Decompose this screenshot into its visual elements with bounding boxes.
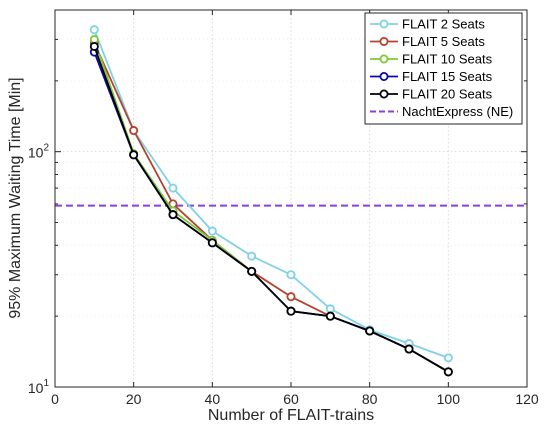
data-point xyxy=(286,270,296,280)
data-point xyxy=(89,25,99,35)
data-point xyxy=(247,251,257,261)
data-point xyxy=(129,150,139,160)
legend-label: FLAIT 2 Seats xyxy=(402,17,485,32)
legend-label: FLAIT 15 Seats xyxy=(402,69,493,84)
x-tick-label: 80 xyxy=(362,391,378,407)
legend-label: FLAIT 10 Seats xyxy=(402,52,493,67)
x-tick-label: 120 xyxy=(515,391,539,407)
data-point xyxy=(443,353,453,363)
data-point xyxy=(286,306,296,316)
data-point xyxy=(89,41,99,51)
data-point xyxy=(168,183,178,193)
data-point xyxy=(89,34,99,44)
data-point xyxy=(443,367,453,377)
data-point xyxy=(404,344,414,354)
data-point xyxy=(207,238,217,248)
y-tick-label: 101 xyxy=(28,378,50,396)
x-tick-label: 100 xyxy=(437,391,461,407)
data-point xyxy=(286,292,296,302)
x-tick-label: 0 xyxy=(51,391,59,407)
data-point xyxy=(325,311,335,321)
series-layer xyxy=(89,25,453,377)
data-point xyxy=(325,304,335,314)
x-axis-label: Number of FLAIT-trains xyxy=(208,407,374,424)
legend: FLAIT 2 Seats FLAIT 5 Seats FLAIT 10 Seats… xyxy=(364,12,523,125)
data-point xyxy=(365,326,375,336)
legend-box xyxy=(364,12,523,125)
ticks: 0 20 40 60 80 100 120 101 102 xyxy=(28,9,539,407)
data-point xyxy=(247,266,257,276)
legend-marker xyxy=(379,54,389,64)
y-tick-label: 102 xyxy=(28,143,50,161)
y-axis-label: 95% Maximum Waiting Time [Min] xyxy=(7,77,24,318)
data-point xyxy=(168,210,178,220)
data-point xyxy=(129,126,139,136)
data-point xyxy=(207,226,217,236)
legend-marker xyxy=(379,19,389,29)
legend-marker xyxy=(379,37,389,47)
x-tick-label: 40 xyxy=(205,391,221,407)
legend-label: NachtExpress (NE) xyxy=(402,104,513,119)
legend-label: FLAIT 5 Seats xyxy=(402,34,485,49)
x-tick-label: 60 xyxy=(283,391,299,407)
series-line xyxy=(93,46,449,373)
legend-label: FLAIT 20 Seats xyxy=(402,87,493,102)
x-tick-label: 20 xyxy=(126,391,142,407)
legend-marker xyxy=(379,89,389,99)
series-line xyxy=(93,29,449,359)
series-5 xyxy=(89,41,453,377)
legend-marker xyxy=(379,72,389,82)
